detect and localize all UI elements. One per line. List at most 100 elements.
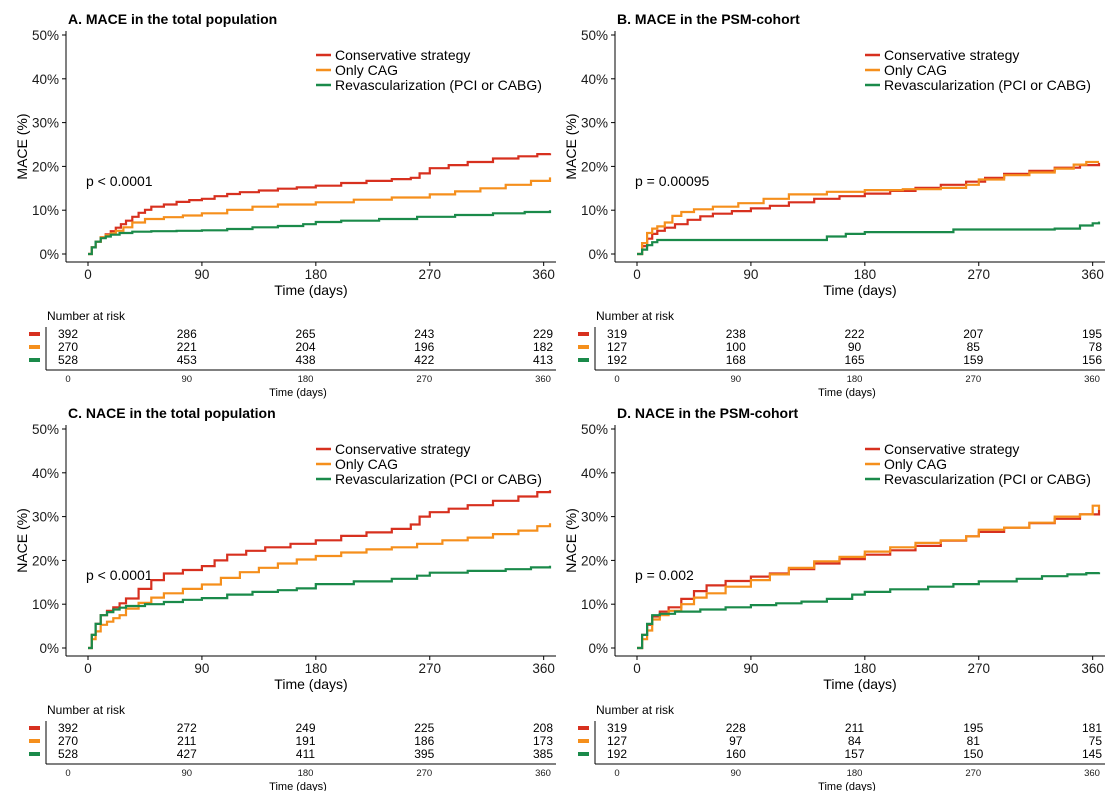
risk-count: 157: [844, 747, 864, 761]
risk-count: 168: [726, 353, 746, 367]
chart-panel-3: C. NACE in the total population 0% 10% 20% 3…: [14, 405, 556, 791]
risk-x-tick-label: 270: [965, 374, 981, 385]
y-axis-label: MACE (%): [14, 113, 30, 179]
legend-label: Conservative strategy: [335, 47, 470, 63]
risk-x-tick-label: 90: [181, 374, 192, 385]
chart-panel-1: A. MACE in the total population 0% 10% 20% 3…: [14, 11, 556, 399]
risk-count: 272: [177, 721, 197, 735]
y-tick-label: 30%: [32, 510, 59, 525]
risk-count: 427: [177, 747, 197, 761]
risk-x-axis-label: Time (days): [818, 387, 876, 399]
risk-count: 97: [729, 734, 743, 748]
x-tick-label: 360: [1081, 661, 1104, 676]
risk-count: 229: [533, 327, 553, 341]
legend-label: Only CAG: [335, 456, 398, 472]
risk-x-tick-label: 270: [416, 374, 432, 385]
risk-count: 286: [177, 327, 197, 341]
risk-count: 228: [726, 721, 746, 735]
x-tick-label: 180: [854, 267, 877, 282]
risk-count: 385: [533, 747, 553, 761]
y-tick-label: 10%: [581, 597, 608, 612]
risk-count: 528: [58, 353, 78, 367]
risk-count: 225: [414, 721, 434, 735]
y-axis-label: MACE (%): [563, 113, 579, 179]
risk-count: 192: [607, 353, 627, 367]
risk-count: 270: [58, 734, 78, 748]
y-tick-label: 50%: [32, 422, 59, 437]
risk-x-tick-label: 270: [965, 768, 981, 779]
risk-count: 195: [1082, 327, 1102, 341]
p-value-annotation: p < 0.0001: [86, 567, 153, 583]
series-line-2: [88, 177, 552, 256]
legend-label: Only CAG: [884, 456, 947, 472]
risk-count: 156: [1082, 353, 1102, 367]
series-line-2: [88, 523, 552, 650]
x-axis-label: Time (days): [823, 282, 896, 298]
risk-count: 392: [58, 327, 78, 341]
risk-x-axis-label: Time (days): [818, 781, 876, 791]
risk-count: 159: [963, 353, 983, 367]
risk-count: 145: [1082, 747, 1102, 761]
risk-count: 127: [607, 340, 627, 354]
risk-count: 222: [844, 327, 864, 341]
risk-count: 150: [963, 747, 983, 761]
risk-count: 85: [967, 340, 981, 354]
risk-count: 196: [414, 340, 434, 354]
risk-count: 192: [607, 747, 627, 761]
series-line-2: [637, 160, 1099, 256]
legend-label: Conservative strategy: [884, 441, 1019, 457]
legend-label: Revascularization (PCI or CABG): [335, 77, 542, 93]
legend-label: Revascularization (PCI or CABG): [335, 471, 542, 487]
x-tick-label: 270: [418, 267, 441, 282]
risk-count: 191: [295, 734, 315, 748]
x-tick-label: 180: [854, 661, 877, 676]
risk-x-tick-label: 0: [614, 768, 619, 779]
y-tick-label: 50%: [581, 28, 608, 43]
y-tick-label: 40%: [581, 72, 608, 87]
series-line-3: [637, 572, 1101, 650]
risk-table-title: Number at risk: [47, 309, 126, 323]
series-line-3: [88, 210, 552, 256]
risk-count: 243: [414, 327, 434, 341]
risk-table-title: Number at risk: [596, 703, 675, 717]
y-tick-label: 40%: [32, 466, 59, 481]
legend-label: Revascularization (PCI or CABG): [884, 77, 1091, 93]
x-tick-label: 360: [1081, 267, 1104, 282]
y-tick-label: 40%: [581, 466, 608, 481]
p-value-annotation: p = 0.002: [635, 567, 694, 583]
y-tick-label: 0%: [588, 247, 608, 262]
panel-title: A. MACE in the total population: [68, 11, 277, 27]
risk-count: 528: [58, 747, 78, 761]
risk-count: 195: [963, 721, 983, 735]
risk-x-tick-label: 360: [535, 768, 551, 779]
risk-x-axis-label: Time (days): [269, 387, 327, 399]
risk-count: 422: [414, 353, 434, 367]
risk-count: 75: [1089, 734, 1103, 748]
risk-x-tick-label: 0: [614, 374, 619, 385]
series-line-3: [637, 221, 1101, 256]
risk-x-tick-label: 180: [847, 768, 863, 779]
risk-count: 319: [607, 327, 627, 341]
y-tick-label: 10%: [32, 597, 59, 612]
x-tick-label: 0: [633, 661, 641, 676]
risk-count: 319: [607, 721, 627, 735]
y-tick-label: 30%: [581, 116, 608, 131]
risk-x-tick-label: 180: [298, 768, 314, 779]
x-tick-label: 0: [84, 661, 92, 676]
panel-title: B. MACE in the PSM-cohort: [617, 11, 800, 27]
series-line-2: [637, 504, 1101, 650]
risk-count: 127: [607, 734, 627, 748]
y-tick-label: 20%: [32, 553, 59, 568]
legend-label: Only CAG: [335, 62, 398, 78]
risk-x-tick-label: 270: [416, 768, 432, 779]
risk-count: 249: [295, 721, 315, 735]
risk-count: 81: [967, 734, 981, 748]
risk-count: 413: [533, 353, 553, 367]
chart-panel-2: B. MACE in the PSM-cohort 0% 10% 20% 30% 40% 5…: [563, 11, 1105, 399]
y-tick-label: 40%: [32, 72, 59, 87]
y-tick-label: 10%: [32, 203, 59, 218]
x-tick-label: 360: [532, 267, 555, 282]
legend-label: Conservative strategy: [884, 47, 1019, 63]
legend-label: Only CAG: [884, 62, 947, 78]
